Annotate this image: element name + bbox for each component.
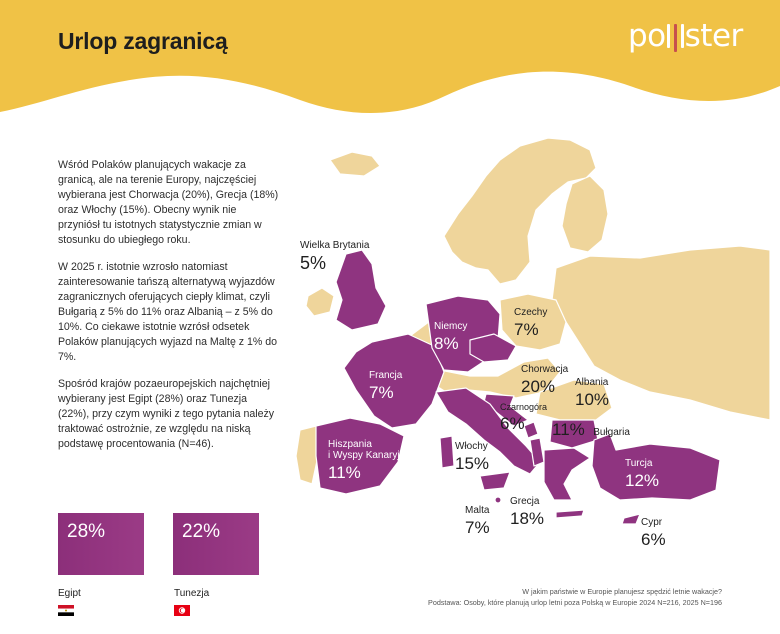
- tunisia-value-card: 22%: [173, 513, 259, 575]
- map-greece: [543, 447, 591, 501]
- label-malta: Malta 7%: [465, 505, 490, 537]
- logo-text-right: ster: [684, 18, 744, 54]
- label-czechia: Czechy 7%: [514, 307, 548, 339]
- label-turkey: Turcja 12%: [625, 458, 660, 490]
- logo-bars-icon: [666, 24, 684, 52]
- label-cyprus: Cypr 6%: [641, 517, 666, 549]
- page-title: Urlop zagranicą: [58, 28, 228, 54]
- map-uk: [335, 249, 387, 331]
- footnote-base: Podstawa: Osoby, które planują urlop let…: [428, 598, 722, 607]
- map-italy: [435, 387, 541, 475]
- header-wave: [0, 0, 780, 114]
- label-albania: Albania 10%: [575, 377, 610, 409]
- paragraph-1: Wśród Polaków planujących wakacje za gra…: [58, 159, 279, 246]
- pollster-logo: po ster: [628, 18, 743, 62]
- map-czechia: [469, 333, 517, 363]
- map-balkans-north: [535, 379, 613, 421]
- footnote-question: W jakim państwie w Europie planujesz spę…: [522, 587, 722, 596]
- tunisia-flag-icon: [174, 605, 190, 616]
- paragraph-3: Spośród krajów pozaeuropejskich najchętn…: [58, 378, 275, 450]
- tunisia-label: Tunezja: [174, 588, 210, 599]
- egypt-value-card: 28%: [58, 513, 144, 575]
- label-spain: Hiszpania i Wyspy Kanaryjskie 11%: [328, 439, 418, 482]
- map-poland: [499, 293, 567, 351]
- map-crete: [555, 509, 585, 519]
- logo-text-left: po: [628, 18, 666, 54]
- description: Wśród Polaków planujących wakacje za gra…: [58, 158, 280, 464]
- tunisia-value: 22%: [182, 521, 221, 542]
- label-greece: Grecja 18%: [510, 496, 545, 528]
- map-finland: [561, 175, 609, 253]
- label-france: Francja 7%: [369, 370, 403, 402]
- map-france: [343, 333, 445, 429]
- map-montenegro: [523, 421, 539, 439]
- label-italy: Włochy 15%: [455, 441, 490, 473]
- map-ireland: [305, 287, 335, 317]
- map-bulgaria: [549, 419, 599, 449]
- map-east: [551, 245, 771, 421]
- label-germany: Niemcy 8%: [434, 321, 468, 353]
- map-sardinia: [439, 435, 455, 469]
- label-bulgaria: 11% Bułgaria: [552, 420, 630, 439]
- map-spain: [315, 417, 405, 495]
- paragraph-2: W 2025 r. istotnie wzrosło natomiast zai…: [58, 261, 278, 363]
- map-portugal: [295, 425, 319, 485]
- map-turkey: [591, 433, 721, 501]
- europe-map: [295, 137, 771, 525]
- map-malta: [494, 496, 502, 504]
- egypt-label: Egipt: [58, 588, 81, 599]
- map-sicily: [479, 471, 511, 491]
- map-iceland: [329, 151, 381, 177]
- map-cyprus: [621, 513, 641, 525]
- egypt-flag-icon: [58, 605, 74, 616]
- label-croatia: Chorwacja 20%: [521, 364, 569, 396]
- label-uk: Wielka Brytania 5%: [300, 240, 370, 273]
- egypt-value: 28%: [67, 521, 106, 542]
- label-montenegro: Czarnogóra 6%: [500, 402, 548, 433]
